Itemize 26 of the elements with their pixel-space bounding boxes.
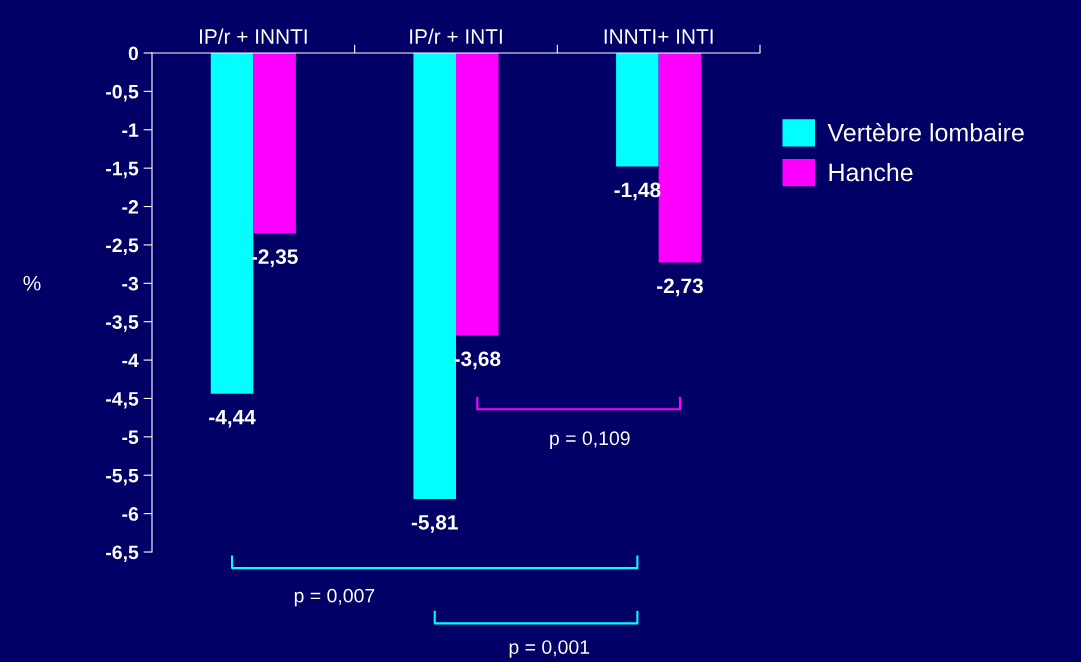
y-tick-label: -6 [122,507,139,521]
annotation: p = 0,109 [550,431,630,449]
y-tick-label: 0 [128,46,139,61]
y-tick-label: -4 [122,353,139,368]
x-tick-label: INNTI+ INTI [604,29,713,44]
y-tick-label: -1 [122,123,139,137]
y-tick-label: -3 [122,276,139,291]
y-tick-label: -3,5 [106,315,139,332]
data-label: -4,44 [209,409,256,428]
data-label: -5,81 [411,514,458,533]
y-tick-label: -2,5 [106,238,139,255]
legend-label: Hanche [829,162,913,182]
y-tick-label: -2 [122,200,139,214]
y-tick-label: -4,5 [106,392,139,409]
y-tick-label: -0,5 [106,84,139,102]
text: p = 0,001 [509,640,590,658]
data-label: -2,73 [657,278,703,297]
y-tick-label: -6,5 [106,545,139,563]
legend-label: Vertèbre lombaire [827,122,1024,142]
y-tick-label: -5 [122,430,139,445]
x-tick-label: IP/r + INTI [410,28,502,44]
x-tick-label: IP/r + INNTI [199,28,307,44]
y-tick-label: -1,5 [106,161,139,179]
y-tick-label: -5,5 [106,468,139,486]
text: p = 0,007 [294,588,375,607]
y-axis-title: % [23,275,41,291]
